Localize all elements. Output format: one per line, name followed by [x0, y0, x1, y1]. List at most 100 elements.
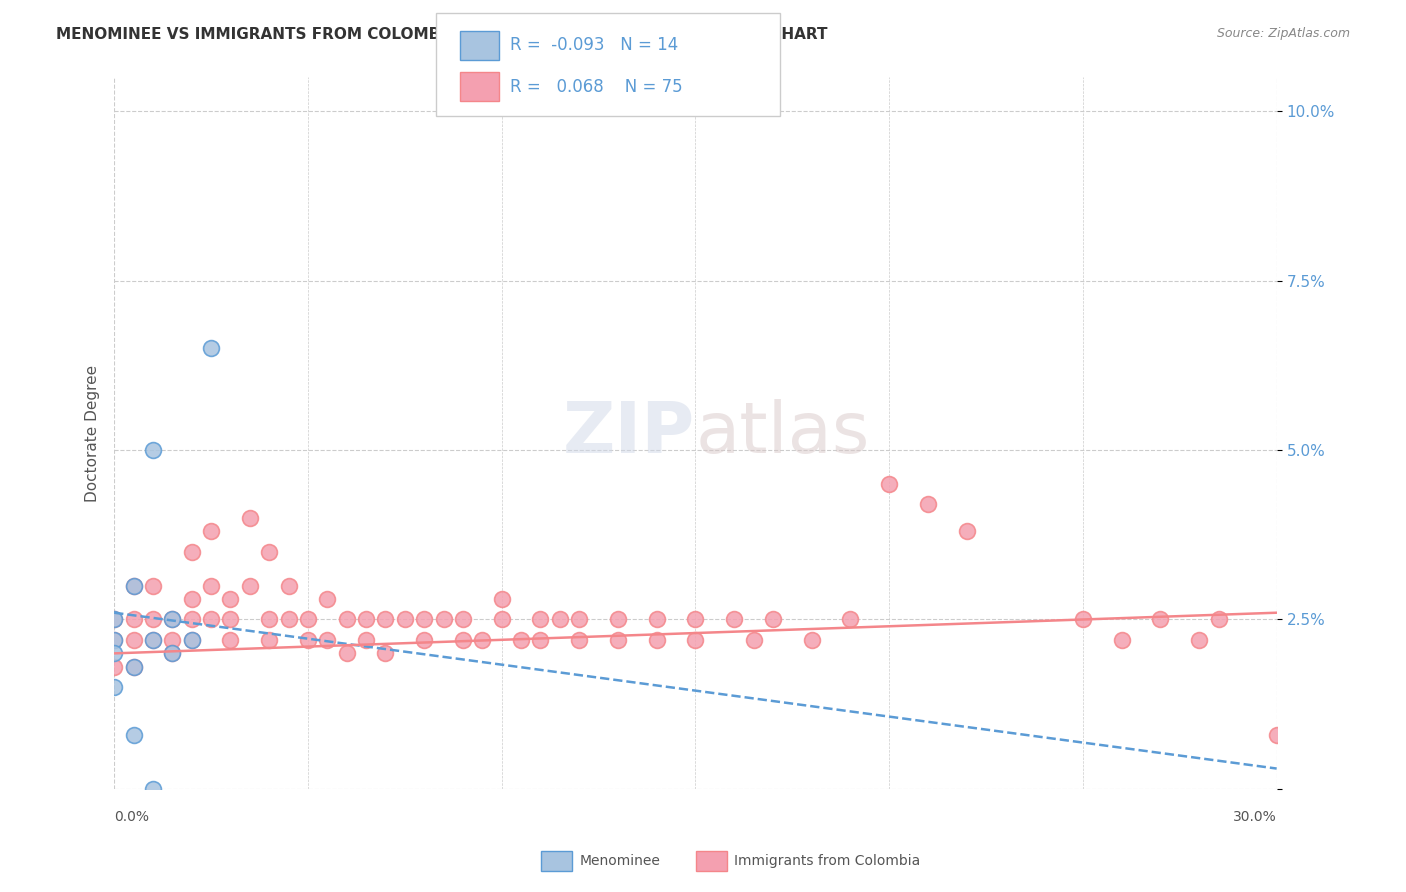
Point — [336, 646, 359, 660]
Point — [413, 612, 436, 626]
Point — [1149, 612, 1171, 626]
Point — [723, 612, 745, 626]
Point — [103, 612, 125, 626]
Point — [219, 592, 242, 607]
Point — [122, 660, 145, 674]
Point — [277, 612, 299, 626]
Text: R =   0.068    N = 75: R = 0.068 N = 75 — [510, 78, 683, 95]
Point — [122, 728, 145, 742]
Point — [568, 612, 591, 626]
Point — [877, 477, 900, 491]
Point — [432, 612, 454, 626]
Point — [471, 632, 494, 647]
Point — [142, 781, 165, 796]
Point — [645, 632, 668, 647]
Point — [956, 524, 979, 539]
Point — [180, 545, 202, 559]
Point — [413, 632, 436, 647]
Point — [122, 579, 145, 593]
Point — [645, 612, 668, 626]
Point — [297, 612, 319, 626]
Point — [142, 632, 165, 647]
Point — [200, 524, 222, 539]
Text: 30.0%: 30.0% — [1233, 810, 1277, 824]
Point — [200, 612, 222, 626]
Point — [257, 545, 280, 559]
Point — [685, 612, 707, 626]
Point — [103, 646, 125, 660]
Text: R =  -0.093   N = 14: R = -0.093 N = 14 — [510, 37, 679, 54]
Point — [180, 632, 202, 647]
Point — [568, 632, 591, 647]
Point — [162, 646, 184, 660]
Point — [606, 612, 628, 626]
Point — [354, 612, 377, 626]
Point — [142, 632, 165, 647]
Point — [451, 612, 474, 626]
Point — [297, 632, 319, 647]
Point — [200, 579, 222, 593]
Point — [354, 632, 377, 647]
Point — [103, 632, 125, 647]
Point — [762, 612, 785, 626]
Point — [1265, 728, 1288, 742]
Point — [103, 660, 125, 674]
Point — [491, 592, 513, 607]
Point — [529, 632, 551, 647]
Point — [839, 612, 862, 626]
Point — [451, 632, 474, 647]
Point — [142, 579, 165, 593]
Point — [510, 632, 533, 647]
Point — [219, 632, 242, 647]
Point — [394, 612, 416, 626]
Point — [374, 612, 396, 626]
Point — [257, 632, 280, 647]
Text: Menominee: Menominee — [579, 854, 661, 868]
Point — [1208, 612, 1230, 626]
Point — [1111, 632, 1133, 647]
Point — [103, 612, 125, 626]
Point — [685, 632, 707, 647]
Text: atlas: atlas — [696, 399, 870, 467]
Text: ZIP: ZIP — [564, 399, 696, 467]
Point — [606, 632, 628, 647]
Point — [374, 646, 396, 660]
Text: MENOMINEE VS IMMIGRANTS FROM COLOMBIA DOCTORATE DEGREE CORRELATION CHART: MENOMINEE VS IMMIGRANTS FROM COLOMBIA DO… — [56, 27, 828, 42]
Point — [122, 660, 145, 674]
Point — [162, 632, 184, 647]
Point — [122, 579, 145, 593]
Point — [529, 612, 551, 626]
Point — [491, 612, 513, 626]
Text: Source: ZipAtlas.com: Source: ZipAtlas.com — [1216, 27, 1350, 40]
Point — [917, 497, 939, 511]
Point — [103, 632, 125, 647]
Point — [103, 680, 125, 694]
Point — [800, 632, 823, 647]
Point — [122, 612, 145, 626]
Point — [239, 511, 262, 525]
Point — [142, 612, 165, 626]
Text: 0.0%: 0.0% — [114, 810, 149, 824]
Point — [200, 342, 222, 356]
Point — [142, 443, 165, 458]
Point — [239, 579, 262, 593]
Point — [219, 612, 242, 626]
Point — [162, 646, 184, 660]
Point — [180, 612, 202, 626]
Point — [742, 632, 765, 647]
Point — [122, 632, 145, 647]
Point — [336, 612, 359, 626]
Point — [1071, 612, 1094, 626]
Y-axis label: Doctorate Degree: Doctorate Degree — [86, 365, 100, 501]
Point — [1188, 632, 1211, 647]
Point — [548, 612, 571, 626]
Point — [316, 632, 339, 647]
Point — [180, 592, 202, 607]
Text: Immigrants from Colombia: Immigrants from Colombia — [734, 854, 920, 868]
Point — [162, 612, 184, 626]
Point — [180, 632, 202, 647]
Point — [257, 612, 280, 626]
Point — [277, 579, 299, 593]
Point — [316, 592, 339, 607]
Point — [162, 612, 184, 626]
